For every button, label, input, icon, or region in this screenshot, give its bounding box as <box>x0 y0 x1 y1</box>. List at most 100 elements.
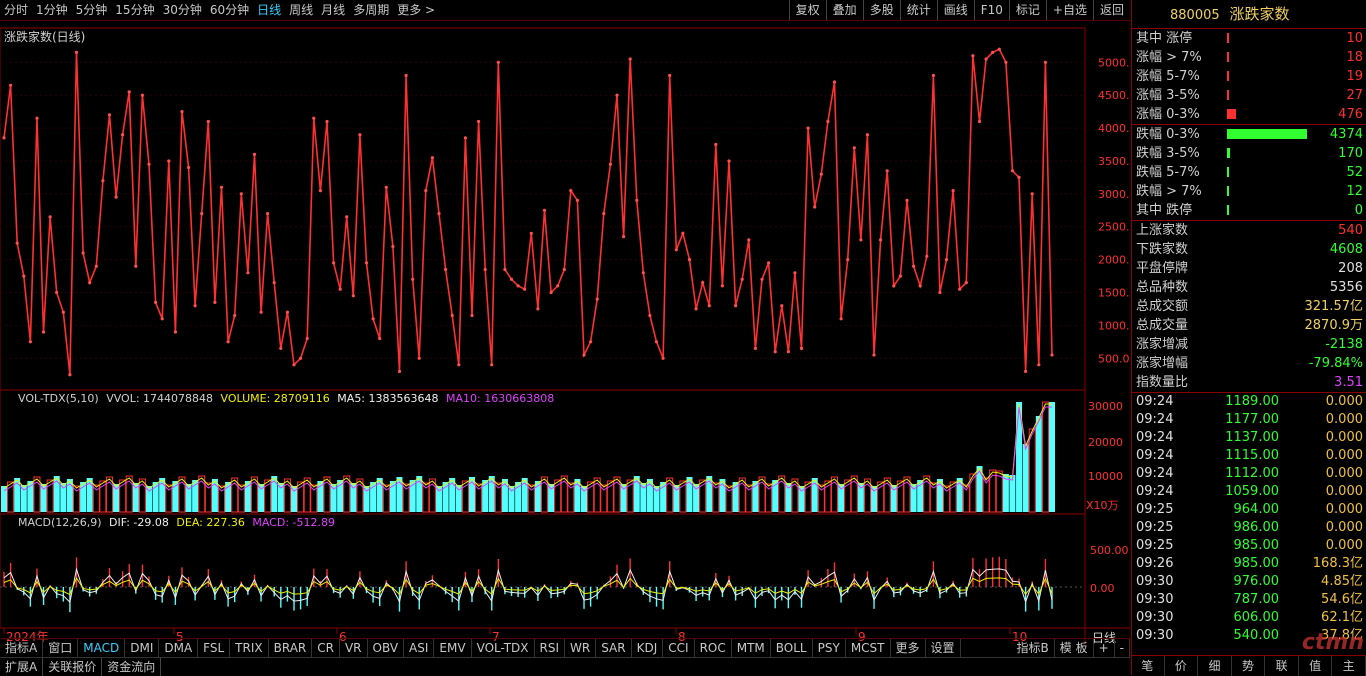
data-point <box>9 83 13 87</box>
down-bar <box>1227 148 1231 158</box>
indicator-tab-right-1[interactable]: 模 板 <box>1055 639 1094 657</box>
period-tab-4[interactable]: 30分钟 <box>162 3 202 17</box>
indicator-tab-right-0[interactable]: 指标B <box>1012 639 1055 657</box>
toolbar-button-1[interactable]: 叠加 <box>825 0 863 20</box>
volume-bar <box>146 486 153 512</box>
rp-bottom-tab-5[interactable]: 值 <box>1299 656 1333 676</box>
indicator-tab-17[interactable]: KDJ <box>632 639 664 657</box>
indicator-tab-8[interactable]: CR <box>312 639 340 657</box>
rp-bottom-tab-2[interactable]: 细 <box>1198 656 1232 676</box>
period-tab-10[interactable]: 更多 > <box>397 3 436 17</box>
tick-row[interactable]: 09:30 976.00 4.85亿 <box>1132 573 1366 591</box>
data-point <box>48 215 52 219</box>
indicator-tab-12[interactable]: EMV <box>434 639 472 657</box>
status-tab-0[interactable]: 扩展A <box>0 658 44 676</box>
tick-row[interactable]: 09:25 964.00 0.000 <box>1132 501 1366 519</box>
rp-bottom-tab-4[interactable]: 联 <box>1265 656 1299 676</box>
indicator-tab-5[interactable]: FSL <box>198 639 231 657</box>
indicator-tab-right-2[interactable]: + <box>1094 639 1115 657</box>
tick-list[interactable]: 09:24 1189.00 0.000 09:24 1177.00 0.000 09:24 1… <box>1132 393 1366 645</box>
data-point <box>1050 353 1054 357</box>
indicator-tab-25[interactable]: 设置 <box>926 639 961 657</box>
toolbar-button-0[interactable]: 复权 <box>788 0 826 20</box>
indicator-tab-7[interactable]: BRAR <box>269 639 313 657</box>
data-point <box>28 340 32 344</box>
period-tab-2[interactable]: 5分钟 <box>75 3 108 17</box>
indicator-tab-0[interactable]: 指标A <box>0 639 44 657</box>
down-bar <box>1227 129 1307 139</box>
tick-row[interactable]: 09:24 1059.00 0.000 <box>1132 483 1366 501</box>
data-point <box>345 215 349 219</box>
tick-row[interactable]: 09:30 606.00 62.1亿 <box>1132 609 1366 627</box>
indicator-tab-3[interactable]: DMI <box>125 639 160 657</box>
tick-row[interactable]: 09:26 985.00 168.3亿 <box>1132 555 1366 573</box>
volume-bar <box>725 485 733 513</box>
period-tab-5[interactable]: 60分钟 <box>209 3 250 17</box>
indicator-tab-15[interactable]: WR <box>565 639 597 657</box>
indicator-tab-11[interactable]: ASI <box>404 639 435 657</box>
tick-amount: 62.1亿 <box>1321 610 1363 625</box>
toolbar-button-7[interactable]: +自选 <box>1045 0 1093 20</box>
status-tab-2[interactable]: 资金流向 <box>102 658 162 676</box>
period-tab-1[interactable]: 1分钟 <box>36 3 68 17</box>
toolbar-button-5[interactable]: F10 <box>973 0 1009 20</box>
indicator-tab-4[interactable]: DMA <box>159 639 199 657</box>
rp-bottom-tab-6[interactable]: 主 <box>1332 656 1366 676</box>
volume-bar <box>185 484 192 512</box>
toolbar-button-8[interactable]: 返回 <box>1092 0 1130 20</box>
period-tab-0[interactable]: 分时 <box>4 3 29 17</box>
down-label: 跌幅 0-3% <box>1136 127 1200 142</box>
tick-row[interactable]: 09:25 985.00 0.000 <box>1132 537 1366 555</box>
toolbar-button-3[interactable]: 统计 <box>899 0 937 20</box>
toolbar-button-2[interactable]: 多股 <box>862 0 900 20</box>
data-point <box>767 261 771 265</box>
indicator-tab-13[interactable]: VOL-TDX <box>472 639 535 657</box>
volume-bar <box>871 486 878 512</box>
tick-row[interactable]: 09:30 787.00 54.6亿 <box>1132 591 1366 609</box>
toolbar-button-4[interactable]: 画线 <box>936 0 974 20</box>
data-point <box>61 310 65 314</box>
period-tab-8[interactable]: 月线 <box>321 3 346 17</box>
indicator-tab-6[interactable]: TRIX <box>230 639 269 657</box>
tick-row[interactable]: 09:25 986.00 0.000 <box>1132 519 1366 537</box>
indicator-tab-18[interactable]: CCI <box>663 639 695 657</box>
volume-bar <box>824 480 832 513</box>
rp-bottom-tab-1[interactable]: 价 <box>1165 656 1199 676</box>
macd-y-0: 0.00 <box>1090 582 1115 595</box>
period-tab-9[interactable]: 多周期 <box>353 3 390 17</box>
tick-row[interactable]: 09:24 1189.00 0.000 <box>1132 393 1366 411</box>
indicator-tab-20[interactable]: MTM <box>732 639 771 657</box>
tick-row[interactable]: 09:24 1112.00 0.000 <box>1132 465 1366 483</box>
data-point <box>912 264 916 268</box>
tick-row[interactable]: 09:24 1137.00 0.000 <box>1132 429 1366 447</box>
indicator-tab-22[interactable]: PSY <box>813 639 846 657</box>
chart-area[interactable]: 5000.00 4500.00 4000.00 3500.00 3000.00 2500.… <box>0 21 1130 651</box>
indicator-tab-21[interactable]: BOLL <box>771 639 813 657</box>
data-point <box>457 363 461 367</box>
stat-value: -2138 <box>1325 337 1363 352</box>
period-tab-6[interactable]: 日线 <box>257 3 282 17</box>
rp-bottom-tab-3[interactable]: 势 <box>1232 656 1266 676</box>
indicator-tab-24[interactable]: 更多 <box>891 639 926 657</box>
tick-row[interactable]: 09:24 1177.00 0.000 <box>1132 411 1366 429</box>
toolbar-button-6[interactable]: 标记 <box>1008 0 1046 20</box>
tick-row[interactable]: 09:30 540.00 37.8亿 <box>1132 627 1366 645</box>
data-point <box>773 350 777 354</box>
tick-row[interactable]: 09:24 1115.00 0.000 <box>1132 447 1366 465</box>
indicator-tab-19[interactable]: ROC <box>695 639 732 657</box>
indicator-tab-14[interactable]: RSI <box>535 639 566 657</box>
indicator-tab-1[interactable]: 窗口 <box>43 639 79 657</box>
period-tab-7[interactable]: 周线 <box>289 3 314 17</box>
indicator-tab-10[interactable]: OBV <box>368 639 405 657</box>
indicator-tab-16[interactable]: SAR <box>596 639 632 657</box>
y-tick-4: 3000.00 <box>1098 188 1130 201</box>
volume-bar <box>416 476 423 512</box>
indicator-tab-23[interactable]: MCST <box>846 639 891 657</box>
indicator-tab-2[interactable]: MACD <box>78 639 126 657</box>
status-tab-1[interactable]: 关联报价 <box>43 658 103 676</box>
indicator-tab-9[interactable]: VR <box>340 639 368 657</box>
rp-bottom-tab-0[interactable]: 笔 <box>1131 656 1165 676</box>
up-row-3: 涨幅 3-5% 27 <box>1132 86 1366 105</box>
indicator-tab-right-3[interactable]: - <box>1115 639 1130 657</box>
period-tab-3[interactable]: 15分钟 <box>115 3 155 17</box>
